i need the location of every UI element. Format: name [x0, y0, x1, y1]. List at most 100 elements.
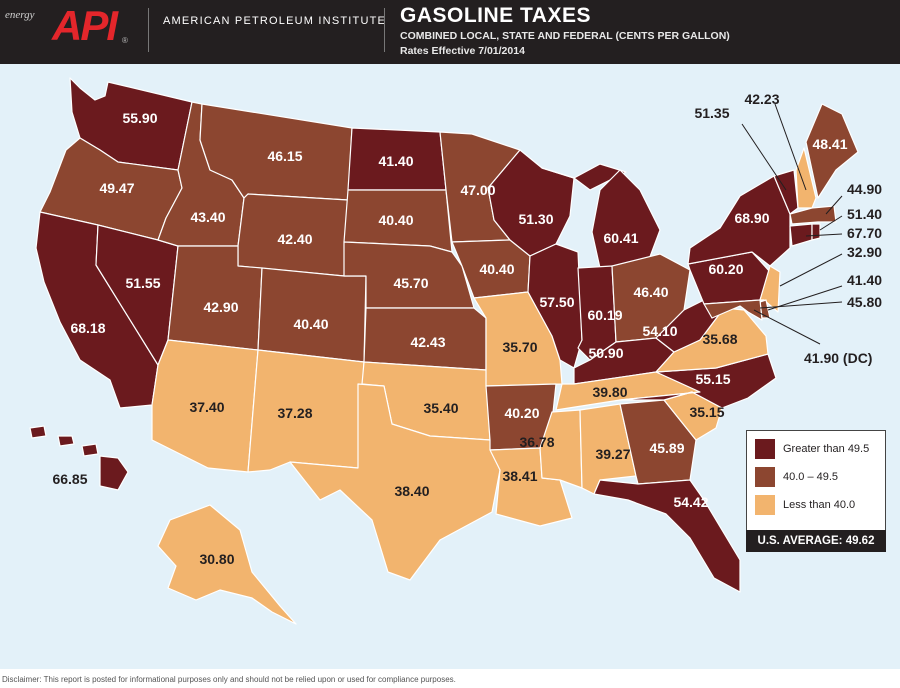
label-ga: 45.89	[649, 440, 684, 456]
us-average-badge: U.S. AVERAGE: 49.62	[746, 530, 886, 552]
legend-label-low: Less than 40.0	[783, 499, 856, 511]
leader-line-ri	[819, 215, 843, 231]
state-hi[interactable]	[99, 455, 129, 491]
leader-line-md	[759, 301, 843, 309]
label-ut: 42.90	[203, 299, 238, 315]
api-logo: API	[52, 2, 118, 49]
state-tx[interactable]	[289, 383, 501, 581]
state-ri[interactable]	[811, 223, 821, 241]
label-ct: 67.70	[847, 225, 882, 241]
label-ks: 42.43	[410, 334, 445, 350]
state-co[interactable]	[257, 267, 367, 363]
label-sd: 40.40	[378, 212, 413, 228]
label-mi: 60.41	[603, 230, 638, 246]
label-oh: 46.40	[633, 284, 668, 300]
label-de: 41.40	[847, 272, 882, 288]
label-dc: 41.90 (DC)	[804, 350, 872, 366]
us-map: 55.90 49.47 68.18 51.55 43.40 46.15 42.4…	[0, 64, 900, 669]
label-mo: 35.70	[502, 339, 537, 355]
label-nv: 51.55	[125, 275, 160, 291]
label-ky: 50.90	[588, 345, 623, 361]
leader-line-de	[767, 285, 843, 311]
legend-item-low: Less than 40.0	[755, 495, 855, 515]
map-svg: 55.90 49.47 68.18 51.55 43.40 46.15 42.4…	[29, 77, 882, 625]
state-hi-maui[interactable]	[81, 443, 99, 457]
page-subtitle: COMBINED LOCAL, STATE AND FEDERAL (CENTS…	[400, 30, 730, 42]
state-ct[interactable]	[789, 223, 813, 247]
leader-line-dc	[753, 309, 821, 345]
label-md: 45.80	[847, 294, 882, 310]
label-ma: 44.90	[847, 181, 882, 197]
state-hi-kauai[interactable]	[29, 425, 47, 439]
label-wv: 54.10	[642, 323, 677, 339]
label-mt: 46.15	[267, 148, 302, 164]
label-la: 38.41	[502, 468, 537, 484]
label-ar: 40.20	[504, 405, 539, 421]
header-divider	[148, 8, 149, 52]
label-ri: 51.40	[847, 206, 882, 222]
organization-name: AMERICAN PETROLEUM INSTITUTE	[163, 15, 387, 27]
header-bar: energy API ® AMERICAN PETROLEUM INSTITUT…	[0, 0, 900, 64]
legend-swatch-high	[755, 439, 775, 459]
label-ny: 68.90	[734, 210, 769, 226]
label-ms: 36.78	[519, 434, 554, 450]
leader-line-vt	[741, 123, 787, 191]
label-il: 57.50	[539, 294, 574, 310]
state-mi[interactable]	[591, 169, 661, 269]
label-fl: 54.42	[673, 494, 708, 510]
label-wi: 51.30	[518, 211, 553, 227]
legend-swatch-mid	[755, 467, 775, 487]
state-ma[interactable]	[789, 205, 837, 225]
label-or: 49.47	[99, 180, 134, 196]
label-nc: 55.15	[695, 371, 730, 387]
label-co: 40.40	[293, 316, 328, 332]
state-nh[interactable]	[795, 147, 817, 209]
label-nj: 32.90	[847, 244, 882, 260]
label-id: 43.40	[190, 209, 225, 225]
label-nh: 42.23	[744, 91, 779, 107]
label-pa: 60.20	[708, 261, 743, 277]
state-me[interactable]	[805, 103, 859, 199]
label-ak: 30.80	[199, 551, 234, 567]
leader-line-nh	[774, 103, 807, 191]
legend-swatch-low	[755, 495, 775, 515]
page-title: GASOLINE TAXES	[400, 4, 591, 27]
label-al: 39.27	[595, 446, 630, 462]
label-ia: 40.40	[479, 261, 514, 277]
label-mn: 47.00	[460, 182, 495, 198]
state-fl[interactable]	[593, 479, 741, 593]
leader-line-ct	[805, 233, 843, 237]
legend-label-high: Greater than 49.5	[783, 443, 870, 455]
label-ok: 35.40	[423, 400, 458, 416]
label-ca: 68.18	[70, 320, 105, 336]
label-tn: 39.80	[592, 384, 627, 400]
label-me: 48.41	[812, 136, 847, 152]
label-nm: 37.28	[277, 405, 312, 421]
legend-item-mid: 40.0 – 49.5	[755, 467, 838, 487]
label-wa: 55.90	[122, 110, 157, 126]
label-vt: 51.35	[694, 105, 729, 121]
state-ak[interactable]	[157, 504, 297, 625]
energy-logo-text: energy	[5, 9, 35, 21]
disclaimer: Disclaimer: This report is posted for in…	[2, 675, 456, 684]
state-mi-upper[interactable]	[541, 163, 627, 191]
effective-date: Rates Effective 7/01/2014	[400, 45, 525, 57]
legend-label-mid: 40.0 – 49.5	[783, 471, 839, 483]
registered-mark: ®	[122, 36, 128, 45]
label-ne: 45.70	[393, 275, 428, 291]
label-in: 60.19	[587, 307, 622, 323]
label-tx: 38.40	[394, 483, 429, 499]
label-hi: 66.85	[52, 471, 87, 487]
legend-item-high: Greater than 49.5	[755, 439, 869, 459]
label-va: 35.68	[702, 331, 737, 347]
leader-line-ma	[825, 195, 843, 215]
state-wi[interactable]	[487, 149, 575, 257]
header-divider	[384, 8, 385, 52]
legend: Greater than 49.5 40.0 – 49.5 Less than …	[746, 430, 886, 540]
label-az: 37.40	[189, 399, 224, 415]
label-wy: 42.40	[277, 231, 312, 247]
label-nd: 41.40	[378, 153, 413, 169]
state-hi-oahu[interactable]	[57, 435, 75, 447]
state-md[interactable]	[703, 299, 763, 321]
leader-line-nj	[779, 253, 843, 287]
